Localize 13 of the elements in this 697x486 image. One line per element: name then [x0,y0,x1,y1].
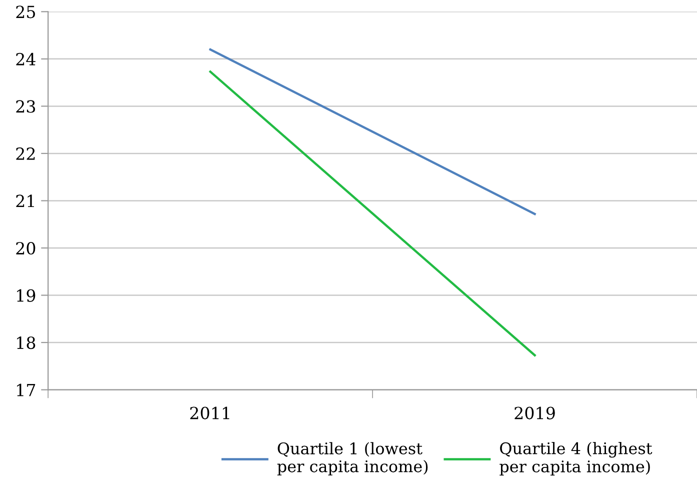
x-tick-label: 2011 [190,406,230,420]
y-tick-label: 18 [17,336,36,350]
y-tick-label: 21 [16,194,34,208]
y-tick-label: 22 [16,147,35,160]
y-tick-label: 24 [16,52,36,66]
y-tick-label: 20 [16,242,36,255]
y-tick-label: 25 [16,6,35,18]
y-tick-label: 19 [17,289,36,302]
y-tick-label: 17 [17,384,36,396]
legend-label: Quartile 1 (lowest per capita income) [277,442,428,476]
x-tick-label: 2019 [514,406,555,420]
y-tick-label: 23 [16,100,36,113]
legend-label: Quartile 4 (highest per capita income) [500,442,652,476]
